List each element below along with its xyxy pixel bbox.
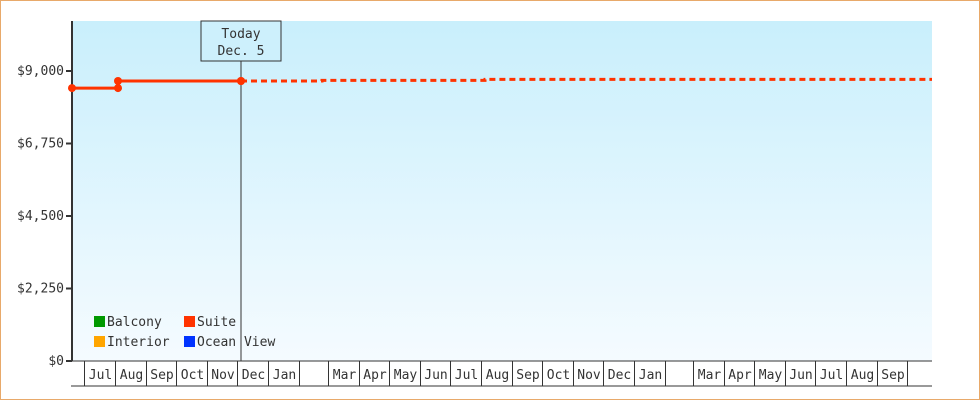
x-tick-label: May: [394, 368, 418, 383]
x-tick-label: Nov: [577, 368, 601, 383]
legend: Balcony Suite Interior Ocean View: [94, 315, 275, 350]
today-label: Today: [221, 27, 260, 42]
y-tick-label: $9,000: [17, 64, 64, 79]
x-tick-label: Aug: [486, 368, 509, 383]
plot-background: [72, 21, 932, 361]
legend-label: Interior: [107, 335, 170, 350]
x-tick-label: Jan: [273, 368, 296, 383]
y-tick-label: $2,250: [17, 282, 64, 297]
x-tick-label: Sep: [150, 368, 174, 383]
x-tick-label: Aug: [120, 368, 143, 383]
legend-swatch-balcony: [94, 316, 105, 327]
x-tick-label: Jun: [789, 368, 812, 383]
y-tick-label: $0: [48, 354, 64, 369]
today-label-box: [200, 20, 282, 62]
data-point[interactable]: [114, 76, 122, 85]
y-tick-label: $4,500: [17, 209, 64, 224]
today-marker: Today Dec. 5: [200, 20, 282, 361]
x-tick-label: Mar: [333, 368, 357, 383]
x-tick-label: Sep: [516, 368, 540, 383]
x-tick-label: Apr: [728, 368, 752, 383]
legend-swatch-ocean-view: [184, 336, 195, 347]
x-tick-label: Jul: [89, 368, 112, 383]
series-layer: [68, 76, 932, 93]
x-tick-label: May: [759, 368, 783, 383]
data-point[interactable]: [114, 84, 122, 93]
x-tick-label: Jul: [455, 368, 478, 383]
x-tick-label: Mar: [698, 368, 722, 383]
legend-swatch-interior: [94, 336, 105, 347]
legend-label: Balcony: [107, 315, 162, 330]
today-date-label: Dec. 5: [218, 44, 265, 59]
legend-label: Suite: [197, 315, 236, 330]
x-tick-label: Oct: [547, 368, 570, 383]
x-tick-label: Jun: [424, 368, 447, 383]
x-tick-label: Oct: [181, 368, 204, 383]
x-tick-label: Jul: [820, 368, 843, 383]
x-axis: Jul Aug Sep Oct Nov Dec Jan Mar Apr May Jun Jul Aug S…: [71, 360, 932, 387]
y-axis: $0 $2,250 $4,500 $6,750 $9,000: [17, 21, 73, 369]
data-point[interactable]: [68, 84, 76, 93]
legend-label: Ocean View: [197, 335, 275, 350]
x-tick-label: Apr: [363, 368, 387, 383]
x-tick-label: Aug: [851, 368, 874, 383]
series-line-suite-dotted: [241, 77, 932, 83]
x-tick-label: Dec: [242, 368, 265, 383]
x-tick-label: Sep: [881, 368, 905, 383]
y-tick-label: $6,750: [17, 137, 64, 152]
x-tick-label: Jan: [639, 368, 662, 383]
x-tick-label: Dec: [608, 368, 631, 383]
legend-swatch-suite: [184, 316, 195, 327]
x-tick-label: Nov: [211, 368, 235, 383]
